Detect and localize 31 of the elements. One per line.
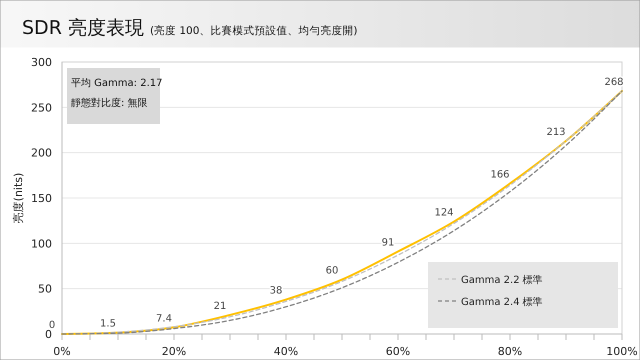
data-label: 213 bbox=[546, 126, 566, 138]
y-tick-label: 150 bbox=[31, 192, 52, 205]
x-tick-label: 80% bbox=[498, 345, 522, 358]
y-tick-label: 200 bbox=[31, 146, 52, 160]
data-label: 166 bbox=[490, 169, 510, 180]
y-tick-label: 50 bbox=[38, 282, 52, 296]
x-tick-label: 60% bbox=[386, 345, 410, 358]
legend-label: Gamma 2.2 標準 bbox=[461, 274, 543, 286]
data-label: 7.4 bbox=[156, 313, 172, 324]
y-tick-label: 250 bbox=[31, 101, 52, 114]
data-label: 91 bbox=[382, 237, 394, 248]
data-label: 60 bbox=[326, 266, 338, 277]
annotation: 靜態對比度: 無限 bbox=[71, 97, 148, 109]
chart-subtitle: (亮度 100、比賽模式預設值、均勻亮度開) bbox=[150, 24, 358, 37]
x-tick-label: 40% bbox=[274, 345, 298, 358]
data-label: 21 bbox=[214, 300, 226, 312]
note-box: 平均 Gamma: 2.17 靜態對比度: 無限 bbox=[67, 68, 162, 124]
data-label: 268 bbox=[604, 77, 624, 88]
y-tick-label: 0 bbox=[45, 328, 52, 341]
y-axis-title: 亮度(nits) bbox=[12, 172, 25, 224]
y-tick-label: 100 bbox=[31, 237, 52, 250]
chart-title: SDR 亮度表現 bbox=[22, 17, 144, 39]
y-tick-label: 300 bbox=[31, 56, 52, 69]
x-tick-label: 20% bbox=[162, 345, 186, 358]
annotation: 平均 Gamma: 2.17 bbox=[71, 77, 162, 89]
legend-label: Gamma 2.4 標準 bbox=[461, 296, 543, 308]
data-label: 38 bbox=[270, 286, 282, 297]
data-label: 1.5 bbox=[100, 318, 116, 330]
x-tick-label: 0% bbox=[53, 345, 71, 358]
x-tick-label: 100% bbox=[606, 345, 638, 358]
data-label: 124 bbox=[434, 208, 454, 219]
